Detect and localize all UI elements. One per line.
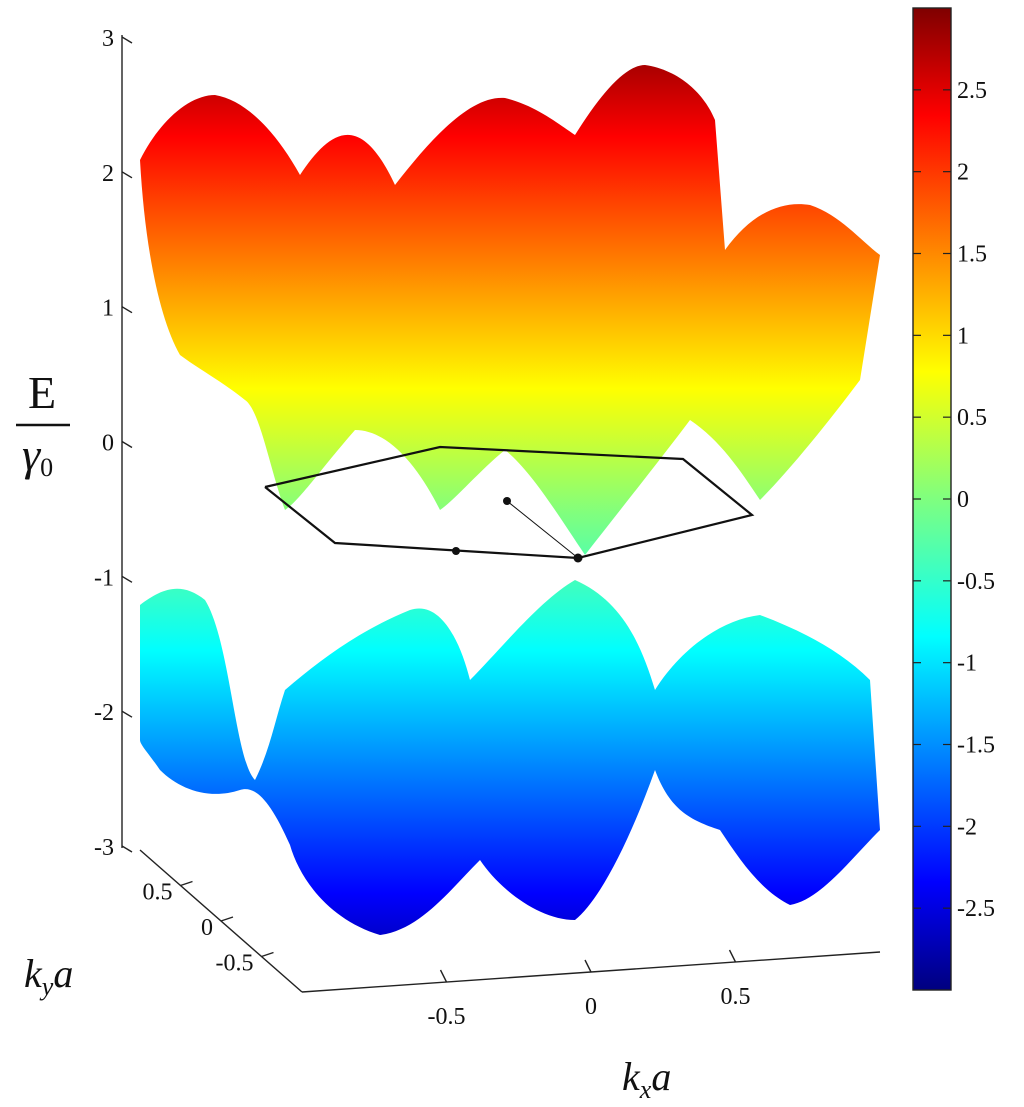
colorbar-tick-label: 1 bbox=[957, 323, 969, 349]
y-tick-label: 0 bbox=[201, 915, 213, 941]
valence-band-surface bbox=[140, 580, 880, 935]
z-tick-mark bbox=[121, 36, 133, 44]
z-tick-label: 0 bbox=[102, 431, 114, 457]
z-title-subscript: 0 bbox=[40, 453, 53, 482]
k-point-marker bbox=[573, 553, 583, 563]
y-tick-mark bbox=[220, 916, 234, 922]
z-tick-mark bbox=[121, 440, 133, 449]
z-tick-label: 3 bbox=[102, 26, 114, 52]
y-axis-ticks: 0.5 0-0.5 bbox=[143, 880, 274, 977]
brillouin-zone bbox=[264, 445, 755, 563]
brillouin-hexagon bbox=[264, 445, 755, 560]
colorbar-ticks: 2.5 2 1.5 1 0.5 0 -0.5 -1 -1.5 -2 -2.5 bbox=[913, 78, 995, 922]
z-tick-mark bbox=[121, 306, 133, 314]
gamma-k-path bbox=[506, 500, 579, 559]
z-tick-mark bbox=[121, 575, 133, 583]
z-axis-title: E γ0 bbox=[16, 367, 70, 482]
z-tick-mark bbox=[121, 710, 133, 718]
x-tick-label: -0.5 bbox=[428, 1004, 466, 1030]
colorbar-tick-label: -0.5 bbox=[957, 569, 995, 595]
y-tick-label: 0.5 bbox=[143, 880, 173, 906]
x-axis-title: kxa bbox=[622, 1054, 671, 1104]
colorbar-tick-label: -1.5 bbox=[957, 733, 995, 759]
y-tick-mark bbox=[261, 951, 274, 958]
x-tick-label: 0.5 bbox=[721, 984, 751, 1010]
gamma-point-marker bbox=[503, 497, 511, 505]
colorbar-tick-label: 0.5 bbox=[957, 405, 987, 431]
colorbar-tick-label: 0 bbox=[957, 487, 969, 513]
colorbar: 2.5 2 1.5 1 0.5 0 -0.5 -1 -1.5 -2 -2.5 bbox=[912, 7, 995, 991]
conduction-band-surface bbox=[140, 65, 880, 555]
colorbar-tick-label: -2 bbox=[957, 814, 977, 840]
y-tick-mark bbox=[180, 880, 193, 887]
x-tick-mark bbox=[439, 969, 448, 983]
colorbar-tick-label: -2.5 bbox=[957, 896, 995, 922]
colorbar-tick-label: 1.5 bbox=[957, 242, 987, 268]
z-tick-label: -3 bbox=[94, 835, 114, 861]
x-tick-mark bbox=[728, 949, 737, 963]
z-title-numerator: E bbox=[28, 367, 56, 418]
z-tick-mark bbox=[121, 845, 133, 853]
surface-plot bbox=[140, 65, 880, 935]
m-point-marker bbox=[452, 547, 460, 555]
colorbar-tick-label: 2 bbox=[957, 160, 969, 186]
z-title-denominator: γ0 bbox=[22, 429, 53, 482]
z-tick-label: -2 bbox=[94, 700, 114, 726]
x-axis-ticks: -0.5 0 0.5 bbox=[428, 949, 751, 1030]
z-tick-mark bbox=[121, 171, 133, 179]
x-tick-label: 0 bbox=[585, 994, 597, 1020]
z-axis-ticks: 3 2 1 0 -1 -2 -3 bbox=[94, 26, 133, 861]
colorbar-tick-label: -1 bbox=[957, 651, 977, 677]
colorbar-tick-label: 2.5 bbox=[957, 78, 987, 104]
y-axis-title: kya bbox=[24, 951, 73, 1001]
x-tick-mark bbox=[584, 959, 592, 973]
z-tick-label: 2 bbox=[102, 161, 114, 187]
y-tick-label: -0.5 bbox=[216, 951, 254, 977]
z-tick-label: 1 bbox=[102, 296, 114, 322]
z-tick-label: -1 bbox=[94, 565, 114, 591]
